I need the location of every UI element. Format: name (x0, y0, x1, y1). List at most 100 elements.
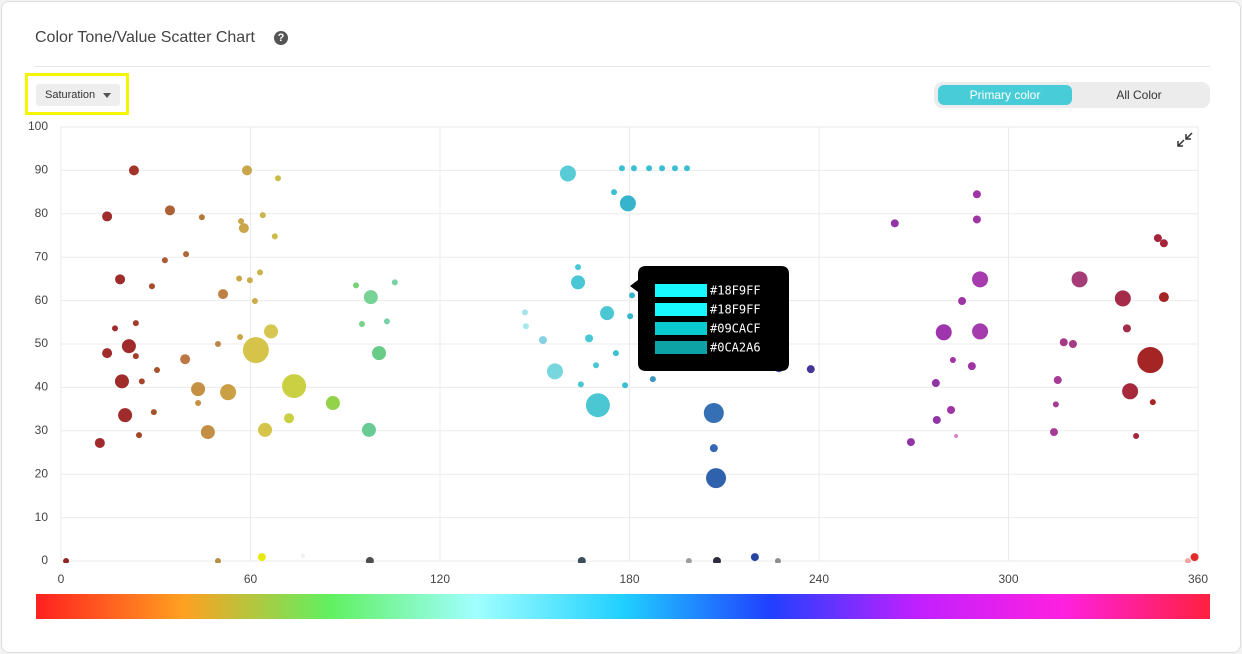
toggle-option[interactable]: All Color (1116, 88, 1162, 102)
point (94, 437, 105, 448)
y-tick-label: 90 (35, 163, 49, 177)
swatch (655, 341, 707, 354)
point (246, 277, 253, 284)
point (932, 415, 941, 424)
point (1159, 239, 1168, 248)
highlight-box (25, 73, 129, 115)
point (575, 264, 582, 271)
point (238, 218, 245, 225)
swatch (655, 303, 707, 316)
point (958, 297, 967, 306)
point (361, 422, 376, 437)
point (358, 321, 365, 328)
point (1190, 553, 1199, 562)
point (183, 251, 190, 258)
point (191, 382, 206, 397)
point (712, 557, 721, 563)
point (906, 438, 915, 447)
minimize-icon[interactable] (1177, 132, 1193, 147)
point (150, 409, 157, 416)
point (1133, 433, 1140, 440)
point (750, 553, 759, 562)
point (671, 165, 678, 172)
point (220, 384, 237, 401)
point (806, 365, 815, 374)
point (271, 233, 278, 240)
point (236, 275, 243, 282)
point (200, 425, 215, 440)
x-tick-label: 240 (809, 572, 829, 586)
y-tick-label: 20 (35, 466, 49, 480)
y-tick-label: 80 (35, 206, 49, 220)
tooltip: #18F9FF #18F9FF #09CACF #0CA2A6 (630, 266, 789, 371)
point (161, 257, 168, 264)
x-tick-label: 180 (619, 572, 639, 586)
point (585, 334, 594, 343)
point (972, 215, 981, 224)
point (593, 362, 600, 369)
point (972, 190, 981, 199)
point (242, 337, 269, 364)
point (522, 323, 529, 330)
point (619, 195, 636, 212)
point (1068, 340, 1077, 348)
point (256, 269, 263, 276)
point (214, 558, 221, 563)
point (1049, 428, 1058, 437)
point (1158, 292, 1169, 303)
point (559, 165, 576, 182)
point (659, 165, 666, 172)
point (180, 354, 191, 365)
point (1184, 558, 1191, 563)
y-tick-label: 70 (35, 249, 49, 263)
point (128, 165, 139, 176)
tooltip-label: #09CACF (710, 322, 761, 336)
point (148, 283, 155, 290)
point (363, 290, 378, 305)
point (274, 175, 281, 182)
point (709, 444, 718, 453)
point (947, 405, 956, 414)
point (685, 558, 692, 563)
y-tick-label: 100 (28, 119, 48, 133)
point (259, 212, 266, 219)
point (629, 292, 636, 299)
point (683, 165, 690, 172)
tooltip-label: #18F9FF (710, 284, 761, 298)
point (630, 165, 637, 172)
help-icon[interactable]: ? (274, 31, 288, 45)
point (300, 553, 305, 558)
toggle-option[interactable]: Primary color (938, 85, 1072, 105)
point (538, 336, 547, 345)
point (1053, 376, 1062, 385)
point (931, 379, 940, 388)
divider (35, 66, 1210, 67)
point (706, 468, 727, 489)
point (258, 422, 273, 437)
y-tick-label: 0 (41, 553, 48, 567)
point (967, 362, 976, 371)
title: Color Tone/Value Scatter Chart (35, 29, 255, 46)
point (1137, 347, 1164, 374)
y-tick-label: 30 (35, 423, 49, 437)
point (577, 557, 586, 563)
point (114, 374, 129, 389)
point (112, 325, 119, 332)
point (1071, 271, 1088, 288)
dropdown[interactable]: Saturation (36, 84, 120, 106)
point (703, 403, 724, 424)
x-tick-label: 60 (244, 572, 258, 586)
point (646, 165, 653, 172)
point (257, 553, 266, 562)
point (195, 400, 202, 407)
point (63, 558, 70, 563)
y-tick-label: 50 (35, 336, 49, 350)
y-tick-label: 60 (35, 293, 49, 307)
point (1052, 401, 1059, 408)
point (138, 378, 145, 385)
y-tick-label: 10 (35, 510, 49, 524)
point (214, 341, 221, 347)
point (365, 557, 374, 563)
point (972, 323, 989, 340)
